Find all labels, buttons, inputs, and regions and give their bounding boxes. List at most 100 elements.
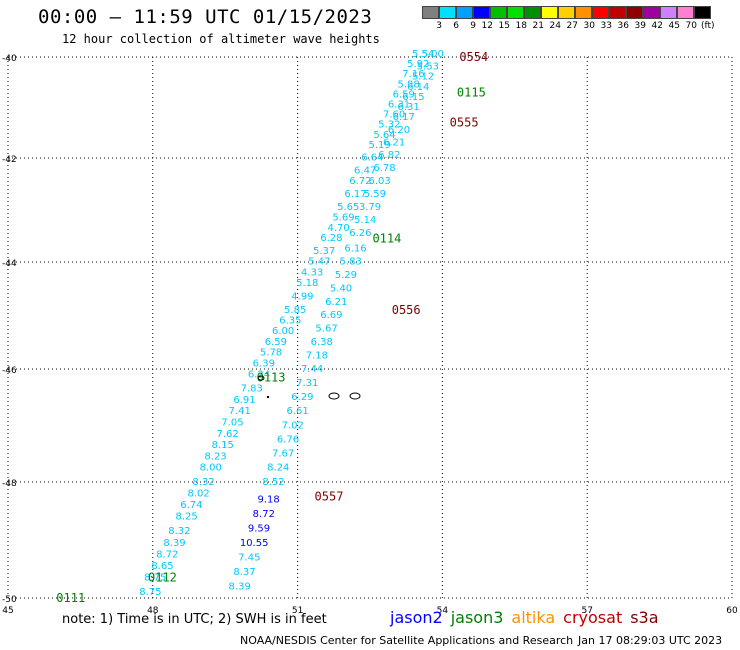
- lat-tick-label: -44: [2, 259, 17, 269]
- wave-height-label: 6.59: [393, 89, 415, 100]
- wave-height-label: 6.24: [248, 369, 270, 380]
- lon-tick-label: 60: [726, 606, 738, 616]
- legend-tick-label: 39: [634, 21, 646, 31]
- lat-tick-label: -50: [2, 595, 17, 605]
- wave-height-label: 6.26: [349, 228, 371, 239]
- wave-height-label: 5.92: [407, 59, 429, 70]
- wave-height-label: 7.60: [383, 110, 405, 121]
- lon-tick-label: 57: [581, 606, 592, 616]
- legend-tick-label: 42: [651, 21, 663, 31]
- legend-swatch: [592, 6, 609, 19]
- legend-tick-label: 24: [549, 21, 561, 31]
- wave-height-label: 6.21: [325, 297, 347, 308]
- wave-height-label: 5.83: [340, 257, 362, 268]
- wave-height-label: 8.52: [262, 477, 284, 488]
- lat-tick-label: -40: [2, 54, 17, 64]
- wave-height-label: 8.25: [175, 512, 197, 523]
- legend-tick-label: 45: [668, 21, 680, 31]
- wave-height-label: 5.19: [369, 140, 391, 151]
- wave-height-label: 6.61: [286, 406, 308, 417]
- legend-unit: (ft): [701, 21, 715, 31]
- wave-height-label: 10.55: [240, 538, 269, 549]
- generation-timestamp: Jan 17 08:29:03 UTC 2023: [578, 634, 723, 647]
- units-note: note: 1) Time is in UTC; 2) SWH is in fe…: [62, 612, 327, 627]
- wave-height-label: 6.64: [361, 153, 383, 164]
- wave-height-label: 8.32: [168, 526, 190, 537]
- map-title: 00:00 — 11:59 UTC 01/15/2023: [38, 6, 373, 28]
- lon-tick-label: 45: [2, 606, 13, 616]
- pass-number-label: 0111: [56, 591, 85, 605]
- wave-height-label: 8.37: [233, 567, 255, 578]
- legend-swatch: [677, 6, 694, 19]
- satellite-altika: altika: [511, 608, 556, 627]
- satellite-jason3: jason3: [450, 608, 504, 627]
- legend-tick-label: 18: [515, 21, 527, 31]
- color-scale-legend: 3 6 9 12 15 18 21 24 27 30 33 36 39 42 45 70 (ft): [422, 6, 715, 31]
- wave-height-label: 9.59: [248, 523, 270, 534]
- island-outline: [328, 392, 340, 400]
- legend-tick-label: 36: [617, 21, 629, 31]
- pass-number-label: 0113: [257, 370, 286, 384]
- pass-number-label: 0112: [148, 571, 177, 585]
- wave-height-label: 6.35: [279, 316, 301, 327]
- wave-height-label: 6.28: [320, 233, 342, 244]
- wave-height-label: 5.18: [296, 278, 318, 289]
- legend-swatch: [490, 6, 507, 19]
- wave-height-label: 8.32: [192, 477, 214, 488]
- pass-number-label: 0557: [315, 490, 344, 504]
- wave-height-label: 8.72: [253, 509, 275, 520]
- legend-swatch: [694, 6, 711, 19]
- wave-height-label: 6.21: [383, 137, 405, 148]
- wave-height-label: 5.32: [378, 120, 400, 131]
- wave-height-label: 5.00: [422, 49, 444, 60]
- wave-height-label: 8.02: [188, 489, 210, 500]
- island-outline: [257, 375, 265, 381]
- wave-height-label: 8.15: [212, 440, 234, 451]
- wave-height-label: 8.75: [139, 587, 161, 598]
- wave-height-label: 6.91: [233, 395, 255, 406]
- legend-swatch: [456, 6, 473, 19]
- legend-tick-label: 6: [453, 21, 459, 31]
- wave-height-label: 6.17: [393, 112, 415, 123]
- wave-height-label: 6.00: [272, 326, 294, 337]
- wave-height-label: 6.31: [388, 100, 410, 111]
- legend-tick-label: 33: [600, 21, 612, 31]
- satellite-s3a: s3a: [630, 608, 659, 627]
- lon-tick-label: 51: [292, 606, 303, 616]
- map-subtitle: 12 hour collection of altimeter wave hei…: [62, 32, 380, 46]
- legend-tick-label: 21: [532, 21, 544, 31]
- wave-height-label: 5.64: [373, 130, 395, 141]
- legend-swatch: [473, 6, 490, 19]
- wave-height-label: 4.70: [327, 223, 349, 234]
- wave-height-label: 6.78: [373, 163, 395, 174]
- wave-height-label: 7.83: [241, 384, 263, 395]
- wave-height-label: 6.82: [378, 150, 400, 161]
- wave-height-label: 4.99: [291, 291, 313, 302]
- wave-height-label: 5.47: [308, 257, 330, 268]
- wave-height-label: 7.18: [306, 350, 328, 361]
- pass-number-label: 0554: [459, 50, 488, 64]
- wave-height-label: 6.38: [311, 337, 333, 348]
- lon-tick-label: 54: [437, 606, 449, 616]
- wave-height-label: 5.59: [364, 189, 386, 200]
- wave-height-label: 8.39: [163, 538, 185, 549]
- wave-height-label: 6.14: [407, 82, 429, 93]
- wave-height-label: 6.39: [253, 358, 275, 369]
- wave-height-label: 3.79: [359, 202, 381, 213]
- wave-height-label: 7.67: [272, 449, 294, 460]
- satellite-jason2: jason2: [390, 608, 443, 627]
- wave-height-label: 5.69: [332, 212, 354, 223]
- wave-height-label: 8.24: [267, 463, 289, 474]
- wave-height-label: 8.75: [144, 573, 166, 584]
- pass-number-label: 0114: [372, 232, 401, 246]
- legend-tick-label: 9: [470, 21, 476, 31]
- wave-height-label: 7.05: [221, 418, 243, 429]
- legend-tick-label: 27: [566, 21, 578, 31]
- legend-tick-label: 70: [685, 21, 697, 31]
- wave-height-label: 6.74: [180, 500, 202, 511]
- wave-height-label: 7.44: [301, 364, 323, 375]
- wave-height-label: 6.47: [354, 166, 376, 177]
- pass-number-label: 0555: [450, 116, 479, 130]
- wave-height-label: 7.41: [229, 406, 251, 417]
